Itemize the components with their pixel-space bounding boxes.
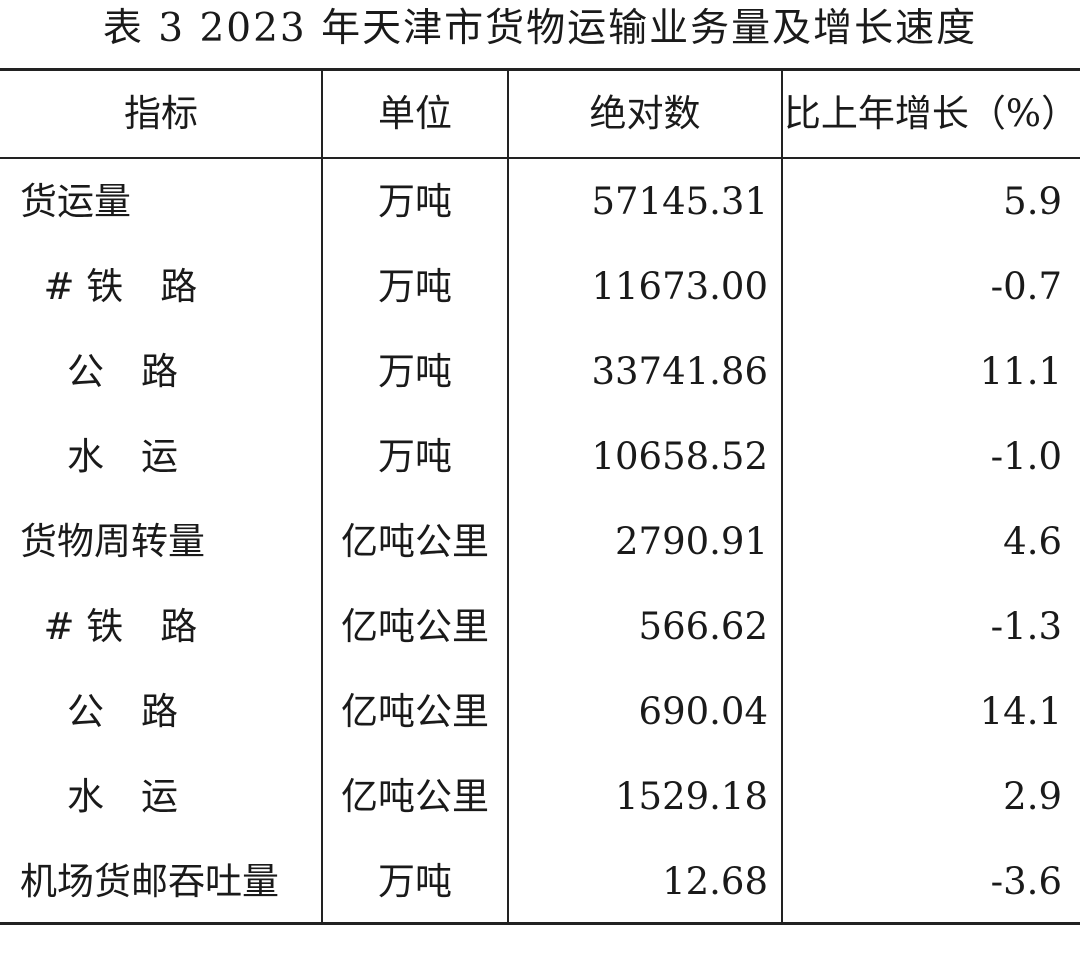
table-row: 货物周转量 亿吨公里 2790.91 4.6 (0, 499, 1080, 584)
row-unit: 万吨 (378, 180, 452, 223)
row-growth: 5.9 (1003, 180, 1062, 223)
row-unit: 亿吨公里 (341, 690, 489, 733)
row-unit: 万吨 (378, 860, 452, 903)
row-growth: -3.6 (990, 860, 1062, 903)
row-unit: 亿吨公里 (341, 775, 489, 818)
table-row: 公 路 万吨 33741.86 11.1 (0, 329, 1080, 414)
row-indicator: 货运量 (20, 180, 131, 223)
row-indicator: 机场货邮吞吐量 (20, 860, 279, 903)
table-row: 机场货邮吞吐量 万吨 12.68 -3.6 (0, 839, 1080, 924)
table-row: 水 运 亿吨公里 1529.18 2.9 (0, 754, 1080, 839)
row-growth: 2.9 (1003, 775, 1062, 818)
row-growth: -0.7 (990, 265, 1062, 308)
row-absolute: 33741.86 (591, 350, 768, 393)
row-unit: 万吨 (378, 435, 452, 478)
row-indicator: 公 路 (20, 690, 179, 733)
row-absolute: 12.68 (662, 860, 768, 903)
header-growth: 比上年增长（%） (783, 92, 1079, 135)
column-divider (781, 71, 783, 922)
table-title: 表 3 2023 年天津市货物运输业务量及增长速度 (102, 6, 978, 51)
row-growth: 14.1 (979, 690, 1062, 733)
row-growth: 4.6 (1003, 520, 1062, 563)
row-absolute: 690.04 (638, 690, 768, 733)
row-indicator: 货物周转量 (20, 520, 205, 563)
row-absolute: 2790.91 (614, 520, 768, 563)
row-indicator: 水 运 (20, 775, 179, 818)
column-divider (321, 71, 323, 922)
table-row: 货运量 万吨 57145.31 5.9 (0, 159, 1080, 244)
table-row: 水 运 万吨 10658.52 -1.0 (0, 414, 1080, 499)
row-growth: -1.0 (990, 435, 1062, 478)
header-unit: 单位 (378, 92, 452, 135)
row-indicator: # 铁 路 (20, 605, 198, 648)
row-growth: 11.1 (979, 350, 1062, 393)
row-indicator: 公 路 (20, 350, 179, 393)
row-absolute: 10658.52 (591, 435, 768, 478)
row-unit: 万吨 (378, 265, 452, 308)
header-indicator: 指标 (124, 92, 198, 135)
row-unit: 亿吨公里 (341, 520, 489, 563)
header-row: 指标 单位 绝对数 比上年增长（%） (0, 71, 1080, 156)
row-absolute: 566.62 (638, 605, 768, 648)
column-divider (507, 71, 509, 922)
row-indicator: 水 运 (20, 435, 179, 478)
row-absolute: 11673.00 (591, 265, 768, 308)
header-divider (0, 157, 1080, 159)
row-absolute: 57145.31 (591, 180, 768, 223)
header-absolute: 绝对数 (589, 92, 701, 135)
row-indicator: # 铁 路 (20, 265, 198, 308)
row-unit: 万吨 (378, 350, 452, 393)
table-row: # 铁 路 亿吨公里 566.62 -1.3 (0, 584, 1080, 669)
row-absolute: 1529.18 (614, 775, 768, 818)
table-row: 公 路 亿吨公里 690.04 14.1 (0, 669, 1080, 754)
row-growth: -1.3 (990, 605, 1062, 648)
row-unit: 亿吨公里 (341, 605, 489, 648)
table-row: # 铁 路 万吨 11673.00 -0.7 (0, 244, 1080, 329)
freight-table: 指标 单位 绝对数 比上年增长（%） 货运量 万吨 57145.31 5.9 #… (0, 68, 1080, 925)
